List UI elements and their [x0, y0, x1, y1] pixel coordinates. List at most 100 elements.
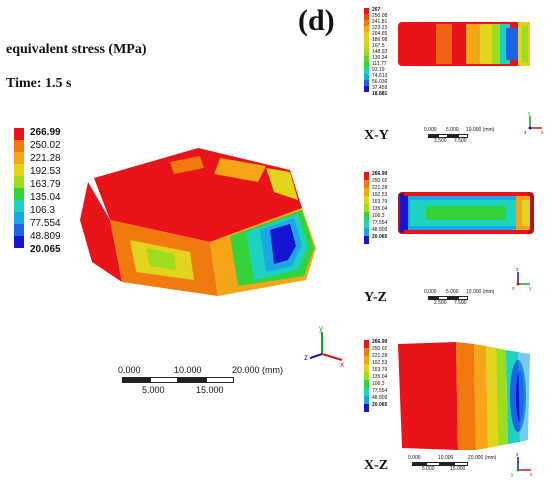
panel-label: (d): [298, 4, 335, 37]
scale-segment: [206, 377, 234, 383]
axis-label: y: [511, 472, 514, 478]
legend-label: 20.065: [372, 402, 388, 408]
xy-axis-triad: y x z: [524, 111, 544, 136]
xy-view-model: [398, 22, 530, 66]
yz-view-model: [398, 192, 534, 234]
scale-tick: 10.000: [438, 455, 454, 461]
scale-tick: 15.000: [196, 385, 224, 395]
scale-segment: [122, 377, 150, 383]
axis-label-x: x: [340, 360, 344, 368]
legend-label-min: 20.065: [30, 244, 61, 255]
legend-label: 18.881: [372, 91, 388, 97]
axis-label-y: y: [319, 324, 323, 333]
model-right-core: [270, 224, 296, 264]
model-top-patch: [214, 158, 266, 182]
legend-swatch: [14, 212, 24, 224]
scale-tick: 0.000: [424, 289, 437, 295]
scale-tick: 7.500: [454, 300, 467, 306]
legend-label: 106.3: [30, 205, 56, 216]
xz-view-model: [398, 342, 530, 450]
scale-tick: 5.000: [446, 127, 459, 133]
scale-tick: 5.000: [142, 385, 165, 395]
legend-label: 250.02: [372, 178, 388, 184]
scale-tick: 2.500: [434, 138, 447, 144]
legend-swatch: [14, 128, 24, 140]
axis-label: x: [512, 286, 515, 292]
time-label: Time: 1.5 s: [6, 76, 72, 91]
legend-label: 48.809: [372, 395, 388, 401]
legend-label: 37.459: [372, 85, 388, 91]
legend-swatch: [14, 176, 24, 188]
model-top-patch: [266, 168, 298, 200]
legend-label: 221.28: [372, 353, 388, 359]
legend-swatch: [14, 140, 24, 152]
legend-label: 192.53: [372, 360, 388, 366]
model-left-face: [80, 182, 122, 282]
main-axis-triad: y z x: [304, 324, 344, 368]
axis-label: z: [516, 267, 519, 273]
scale-tick: 5.000: [422, 466, 435, 472]
legend-label: 267: [372, 7, 381, 13]
scale-tick: 10.000 (mm): [466, 289, 495, 295]
legend-swatch: [14, 152, 24, 164]
legend-label: 74.613: [372, 73, 388, 79]
scale-segment: [150, 377, 178, 383]
view-label-yz: Y-Z: [364, 290, 387, 305]
legend-label: 77.554: [372, 388, 388, 394]
scale-tick: 20.000 (mm): [468, 455, 497, 461]
legend-swatch: [14, 200, 24, 212]
legend-label: 106.3: [372, 213, 385, 219]
scale-tick: 20.000 (mm): [232, 365, 284, 375]
legend-label: 135.04: [372, 374, 388, 380]
legend-label: 223.23: [372, 25, 388, 31]
legend-label: 167.5: [372, 43, 385, 49]
main-scale-bar: 0.000 10.000 20.000 (mm) 5.000 15.000: [118, 366, 308, 396]
legend-label: 221.28: [372, 185, 388, 191]
scale-tick: 2.500: [434, 300, 447, 306]
scale-tick: 15.000: [450, 466, 466, 472]
axis-label: z: [524, 130, 527, 136]
axis-label-z: z: [304, 353, 308, 362]
legend-label: 106.3: [372, 381, 385, 387]
scale-tick: 10.000 (mm): [466, 127, 495, 133]
legend-label: 250.08: [372, 13, 388, 19]
legend-label: 163.79: [372, 367, 388, 373]
legend-title: equivalent stress (MPa): [6, 42, 147, 57]
view-label-xz: X-Z: [364, 458, 389, 473]
axis-label: x: [541, 130, 544, 136]
legend-label: 192.53: [30, 166, 61, 177]
legend-label: 221.28: [30, 153, 61, 164]
legend-label: 250.02: [372, 346, 388, 352]
axis-label: x: [530, 472, 533, 478]
legend-label: 163.79: [372, 199, 388, 205]
legend-label: 250.02: [30, 140, 61, 151]
legend-label: 163.79: [30, 179, 61, 190]
xz-axis-triad: z x y: [511, 452, 533, 478]
legend-label-max: 266.99: [30, 127, 61, 138]
legend-label: 77.554: [30, 218, 61, 229]
legend-label: 130.34: [372, 55, 388, 61]
scale-tick: 10.000: [174, 365, 202, 375]
axis-label: z: [516, 452, 519, 458]
legend-label: 135.04: [372, 206, 388, 212]
model-front-patch: [146, 248, 176, 270]
legend-label: 204.65: [372, 31, 388, 37]
legend-swatch: [14, 224, 24, 236]
scale-tick: 0.000: [408, 455, 421, 461]
legend-label: 241.81: [372, 19, 388, 25]
xy-scale-bar: 0.000 5.000 10.000 (mm) 2.500 7.500: [424, 128, 524, 150]
legend-label: 20.065: [372, 234, 388, 240]
legend-label: 266.99: [372, 339, 388, 345]
model-top-patch: [170, 156, 204, 174]
scale-tick: 0.000: [118, 365, 141, 375]
legend-swatch: [14, 236, 24, 248]
legend-label: 48.809: [372, 227, 388, 233]
legend-label: 135.04: [30, 192, 61, 203]
legend-label: 266.99: [372, 171, 388, 177]
legend-label: 77.554: [372, 220, 388, 226]
deformed-model-3d: [80, 148, 316, 296]
legend-label: 93.19: [372, 67, 385, 73]
scale-tick: 7.500: [454, 138, 467, 144]
legend-swatch: [14, 164, 24, 176]
legend-label: 186.08: [372, 37, 388, 43]
